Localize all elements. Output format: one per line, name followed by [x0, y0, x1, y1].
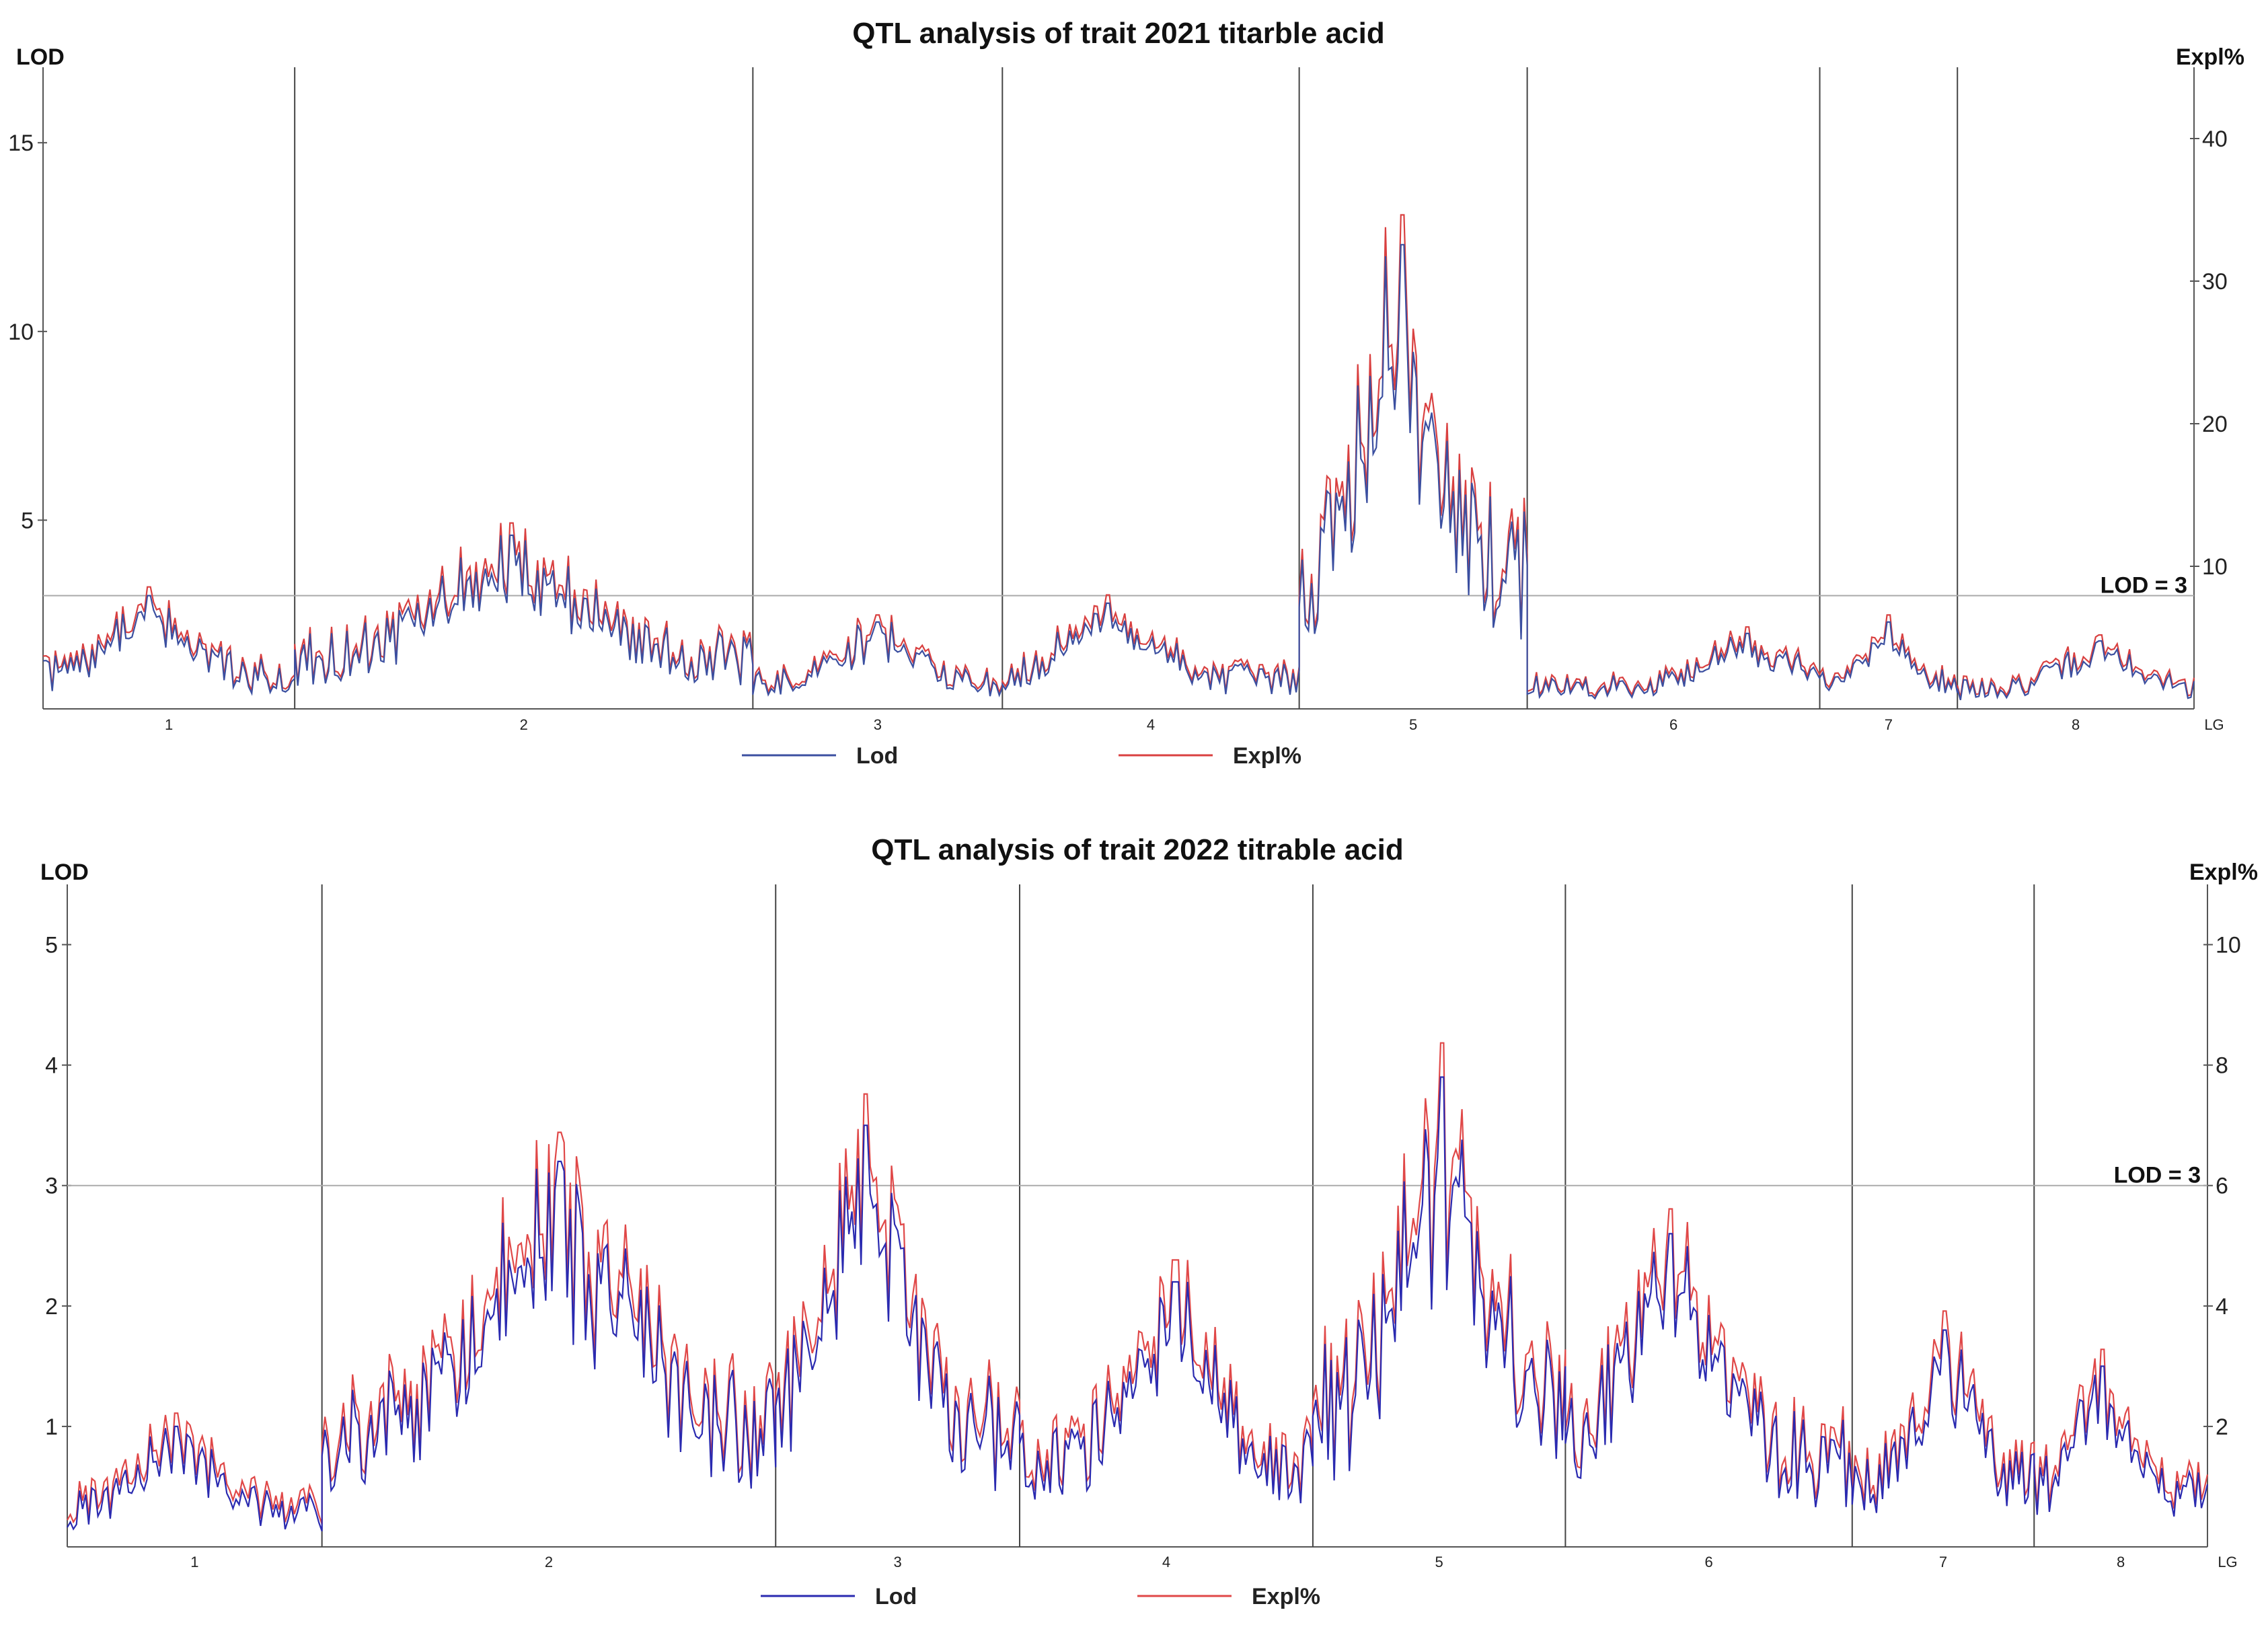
- chart-1: QTL analysis of trait 2021 titarble acid…: [8, 17, 2244, 769]
- y-tick-label-left: 4: [45, 1053, 58, 1079]
- linkage-group-label: 7: [1939, 1554, 1947, 1570]
- legend-label-expl: Expl%: [1233, 743, 1301, 769]
- y-axis-label-left: LOD: [40, 860, 89, 885]
- legend-label-expl: Expl%: [1252, 1584, 1320, 1609]
- y-tick-label-right: 30: [2202, 269, 2228, 295]
- y-tick-label-right: 6: [2216, 1174, 2228, 1199]
- linkage-group-label: 7: [1885, 716, 1893, 733]
- lod-threshold-label: LOD = 3: [2114, 1163, 2201, 1188]
- linkage-group-label: 8: [2072, 716, 2080, 733]
- lod-threshold-label: LOD = 3: [2101, 573, 2187, 599]
- linkage-group-label: 5: [1435, 1554, 1443, 1570]
- linkage-group-label: 6: [1704, 1554, 1712, 1570]
- legend-label-lod: Lod: [875, 1584, 917, 1609]
- linkage-group-label: 4: [1147, 716, 1155, 733]
- linkage-group-label: 3: [893, 1554, 901, 1570]
- y-tick-label-left: 10: [8, 319, 34, 345]
- y-tick-label-left: 15: [8, 130, 34, 156]
- y-tick-label-right: 8: [2216, 1053, 2228, 1079]
- y-tick-label-left: 2: [45, 1294, 58, 1320]
- linkage-group-label: 8: [2117, 1554, 2125, 1570]
- y-tick-label-right: 20: [2202, 412, 2228, 437]
- y-tick-label-left: 3: [45, 1174, 58, 1199]
- x-axis-label: LG: [2204, 716, 2224, 733]
- legend-label-lod: Lod: [856, 743, 898, 769]
- linkage-group-label: 2: [520, 716, 528, 733]
- linkage-group-label: 1: [165, 716, 173, 733]
- series-line-expl: [42, 214, 2195, 698]
- y-tick-label-left: 5: [21, 508, 34, 533]
- linkage-group-label: 4: [1162, 1554, 1170, 1570]
- chart-title: QTL analysis of trait 2022 titrable acid: [871, 833, 1403, 866]
- linkage-group-label: 2: [545, 1554, 553, 1570]
- series-line-lod: [67, 1076, 2209, 1531]
- series-line-lod: [42, 243, 2195, 701]
- y-axis-label-right: Expl%: [2189, 860, 2258, 885]
- y-tick-label-right: 4: [2216, 1294, 2228, 1320]
- y-axis-label-left: LOD: [16, 44, 65, 70]
- y-tick-label-right: 40: [2202, 126, 2228, 152]
- y-tick-label-left: 1: [45, 1414, 58, 1440]
- linkage-group-label: 6: [1669, 716, 1677, 733]
- y-tick-label-left: 5: [45, 933, 58, 958]
- y-tick-label-right: 10: [2202, 554, 2228, 580]
- linkage-group-label: 5: [1409, 716, 1417, 733]
- y-tick-label-right: 2: [2216, 1414, 2228, 1440]
- y-axis-label-right: Expl%: [2176, 44, 2244, 70]
- x-axis-label: LG: [2218, 1554, 2237, 1570]
- linkage-group-label: 1: [190, 1554, 198, 1570]
- y-tick-label-right: 10: [2216, 933, 2241, 958]
- chart-2: QTL analysis of trait 2022 titrable acid…: [40, 833, 2258, 1609]
- linkage-group-label: 3: [874, 716, 882, 733]
- chart-title: QTL analysis of trait 2021 titarble acid: [852, 17, 1384, 50]
